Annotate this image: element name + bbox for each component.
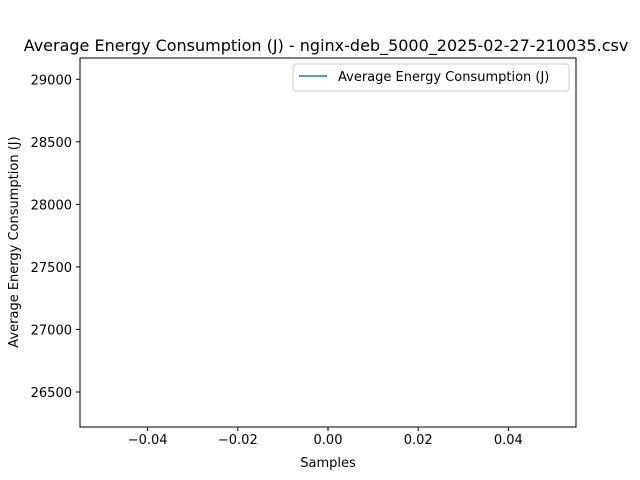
x-tick-label: −0.04 <box>128 433 168 448</box>
legend: Average Energy Consumption (J) <box>292 63 570 92</box>
x-axis: −0.04 −0.02 0.00 0.02 0.04 <box>128 427 523 448</box>
y-tick-label: 28000 <box>31 198 72 213</box>
y-tick-label: 28500 <box>31 136 72 151</box>
y-axis: 26500 27000 27500 28000 28500 29000 <box>31 73 80 401</box>
y-axis-title: Average Energy Consumption (J) <box>7 136 22 347</box>
legend-label: Average Energy Consumption (J) <box>338 70 549 85</box>
x-tick-label: −0.02 <box>218 433 258 448</box>
y-tick-label: 29000 <box>31 73 72 88</box>
x-axis-title: Samples <box>300 456 356 471</box>
y-tick-label: 26500 <box>31 386 72 401</box>
y-tick-label: 27500 <box>31 261 72 276</box>
y-tick-label: 27000 <box>31 323 72 338</box>
legend-box <box>292 63 570 92</box>
chart-title: Average Energy Consumption (J) - nginx-d… <box>24 36 629 56</box>
x-tick-label: 0.02 <box>404 433 433 448</box>
plot-area <box>79 57 577 428</box>
x-tick-label: 0.00 <box>314 433 343 448</box>
axes-frame <box>79 57 577 428</box>
x-tick-label: 0.04 <box>494 433 523 448</box>
